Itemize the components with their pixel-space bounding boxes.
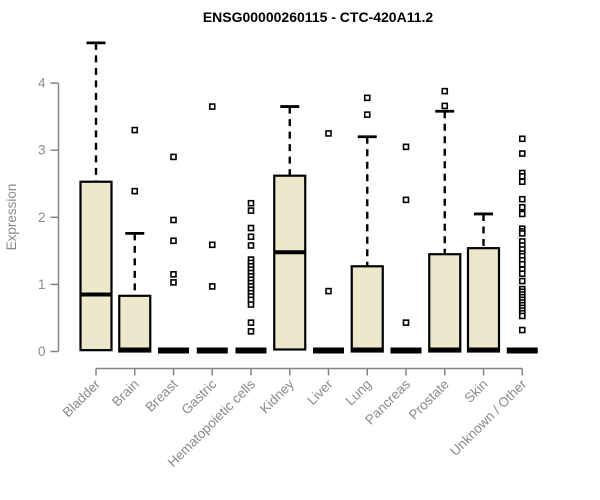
outlier-point	[518, 178, 526, 186]
outlier-point	[402, 319, 410, 326]
box-breast	[158, 153, 189, 354]
outlier-point	[247, 319, 255, 326]
outlier-point	[363, 94, 371, 102]
y-axis-label: Expression	[4, 184, 19, 251]
x-tick-label-skin: Skin	[461, 377, 490, 406]
x-tick-label-breast: Breast	[142, 376, 180, 414]
outlier-point	[170, 237, 177, 245]
box-lung	[350, 94, 384, 353]
outlier-point	[170, 216, 177, 224]
outlier-point	[208, 241, 216, 249]
y-tick-label: 2	[38, 210, 46, 225]
y-tick-label: 1	[38, 277, 46, 292]
outlier-point	[247, 207, 255, 214]
outlier-point	[170, 279, 177, 286]
outlier-point	[518, 230, 526, 237]
flat-box-body	[158, 347, 189, 354]
flat-box-body	[235, 347, 267, 354]
outlier-point	[325, 130, 332, 137]
outlier-point	[325, 287, 332, 295]
box-body	[428, 253, 462, 353]
outlier-point	[247, 224, 255, 232]
outlier-point	[518, 326, 526, 334]
x-tick-label-bladder: Bladder	[60, 376, 104, 420]
box-series	[79, 41, 538, 354]
outlier-point	[131, 126, 139, 134]
box-body	[79, 180, 113, 352]
outlier-point	[247, 301, 255, 308]
outlier-point	[131, 187, 139, 195]
outlier-point	[247, 233, 255, 241]
y-tick-label: 4	[38, 76, 46, 91]
box-gastric	[196, 103, 228, 354]
x-tick-label-brain: Brain	[109, 377, 142, 410]
x-tick-label-prostate: Prostate	[406, 377, 452, 423]
flat-box-body	[506, 347, 538, 354]
outlier-point	[247, 242, 255, 249]
y-tick-label: 3	[38, 143, 46, 158]
flat-box-body	[390, 347, 422, 354]
box-liver	[313, 130, 344, 354]
outlier-point	[247, 328, 255, 335]
box-prostate	[428, 87, 462, 353]
y-tick-label: 0	[38, 344, 46, 359]
outlier-point	[247, 199, 255, 207]
outlier-point	[518, 135, 526, 143]
box-kidney	[273, 105, 307, 351]
outlier-point	[518, 203, 526, 211]
outlier-point	[518, 173, 526, 180]
x-tick-label-kidney: Kidney	[257, 376, 297, 416]
box-body	[350, 265, 384, 353]
box-pancreas	[390, 143, 422, 354]
outlier-point	[170, 153, 177, 161]
outlier-point	[518, 277, 526, 285]
flat-box-body	[196, 347, 228, 354]
outlier-point	[441, 102, 449, 110]
box-bladder	[79, 41, 113, 352]
box-body	[466, 247, 501, 353]
box-unknown-other	[506, 135, 538, 354]
x-tick-label-liver: Liver	[304, 376, 336, 408]
outlier-point	[402, 143, 410, 151]
box-skin	[466, 212, 501, 353]
box-body	[118, 294, 152, 353]
box-body	[273, 174, 307, 351]
outlier-point	[518, 312, 526, 320]
flat-box-body	[313, 347, 344, 354]
box-brain	[118, 126, 152, 353]
outlier-point	[518, 210, 526, 218]
x-tick-label-lung: Lung	[343, 377, 375, 409]
outlier-point	[518, 195, 526, 203]
outlier-point	[208, 103, 216, 110]
box-hematopoietic-cells	[235, 199, 267, 354]
outlier-point	[363, 111, 371, 118]
outlier-point	[402, 196, 410, 204]
outlier-point	[170, 271, 177, 278]
outlier-point	[441, 87, 449, 95]
chart-title: ENSG00000260115 - CTC-420A11.2	[203, 9, 434, 25]
outlier-point	[518, 150, 526, 157]
outlier-point	[518, 270, 526, 277]
outlier-point	[518, 260, 526, 268]
outlier-point	[208, 283, 216, 290]
